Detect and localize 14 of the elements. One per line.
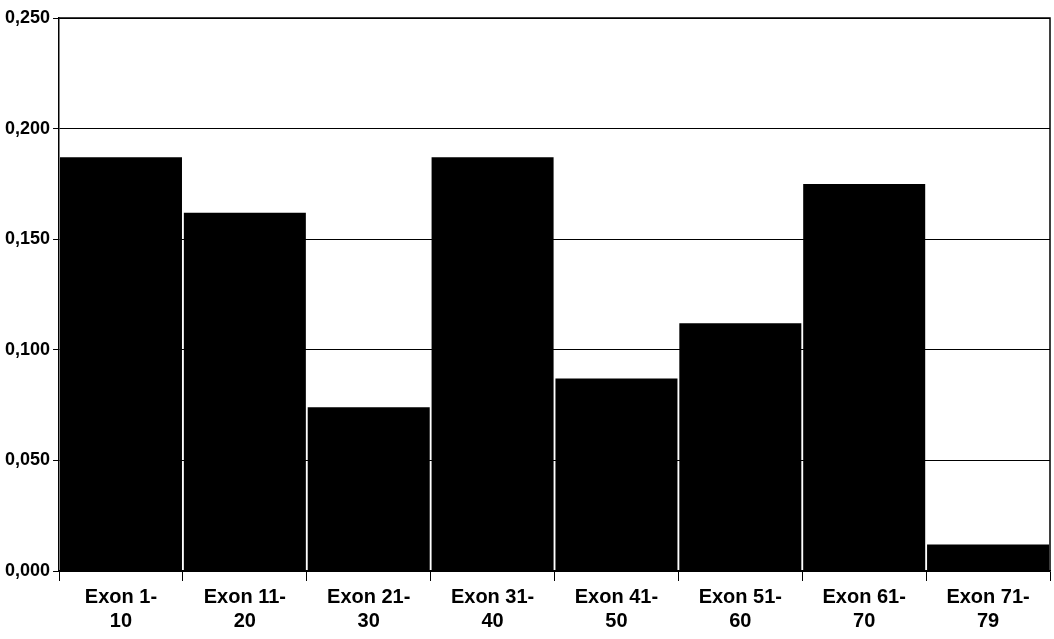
x-tick-label: Exon 1-10 [84, 584, 158, 631]
x-tick-label: Exon 41-50 [574, 584, 659, 631]
y-tick-label: 0,200 [5, 117, 51, 138]
y-tick-label: 0,050 [5, 449, 51, 470]
y-tick-label: 0,250 [5, 6, 51, 27]
x-tick-label: Exon 71-79 [946, 584, 1030, 631]
x-tick-label: Exon 61-70 [822, 584, 906, 631]
x-tick-label: Exon 31-40 [450, 584, 535, 631]
x-tick-label: Exon 51-60 [698, 584, 783, 631]
y-tick-label: 0,150 [5, 228, 51, 249]
x-tick-label: Exon 11-20 [203, 584, 286, 631]
y-tick-label: 0,100 [5, 338, 51, 359]
x-tick-label: Exon 21-30 [327, 584, 411, 631]
y-tick-label: 0,000 [5, 559, 51, 580]
